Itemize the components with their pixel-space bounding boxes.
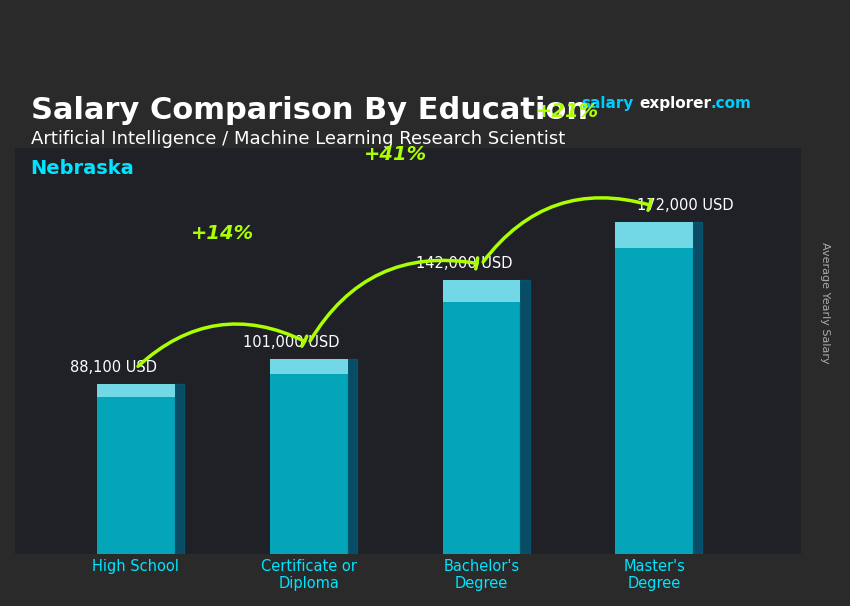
Bar [97,384,175,398]
Bar [269,359,348,554]
Text: +14%: +14% [190,224,254,243]
Text: 142,000 USD: 142,000 USD [416,256,513,271]
Bar [443,279,520,302]
Bar [615,222,693,248]
Text: 101,000 USD: 101,000 USD [243,335,339,350]
Bar [520,279,530,554]
Bar [269,359,348,375]
Text: Average Yearly Salary: Average Yearly Salary [819,242,830,364]
Text: 88,100 USD: 88,100 USD [71,360,157,375]
Text: salary: salary [581,96,633,111]
Text: explorer: explorer [640,96,711,111]
Bar [175,384,184,554]
Text: Artificial Intelligence / Machine Learning Research Scientist: Artificial Intelligence / Machine Learni… [31,130,565,148]
Bar [97,384,175,554]
Text: +41%: +41% [364,145,427,164]
Bar [348,359,357,554]
Text: +21%: +21% [536,102,599,121]
Bar [443,279,520,554]
Text: .com: .com [711,96,751,111]
Text: Nebraska: Nebraska [31,159,134,178]
Text: Salary Comparison By Education: Salary Comparison By Education [31,96,587,125]
Bar [693,222,702,554]
Text: 172,000 USD: 172,000 USD [637,198,734,213]
Bar [615,222,693,554]
